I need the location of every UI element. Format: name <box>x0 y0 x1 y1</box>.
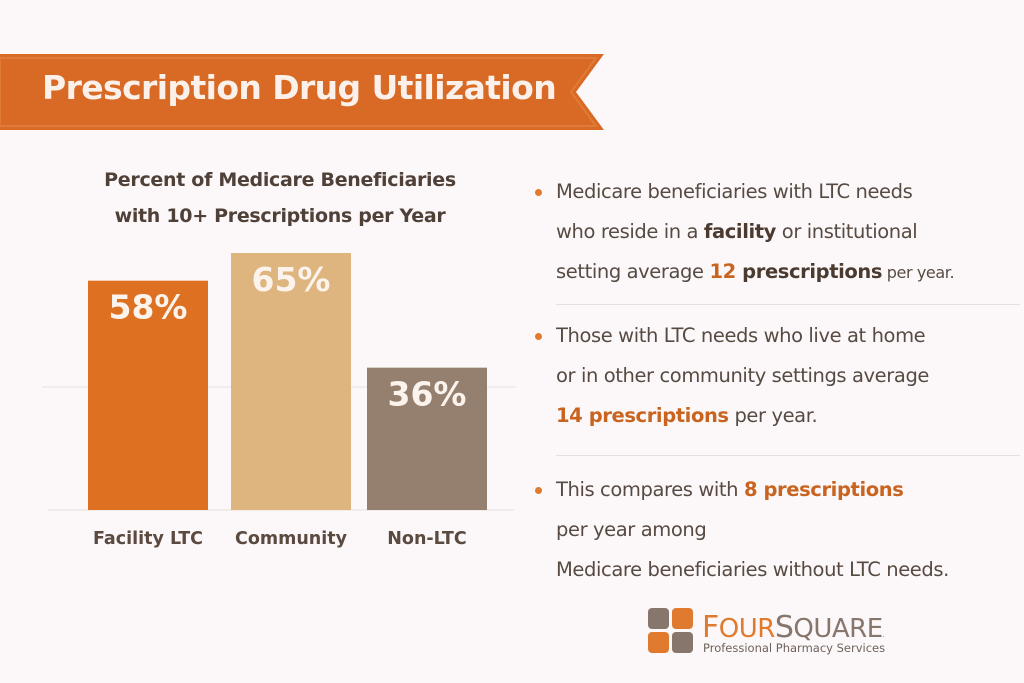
page-title: Prescription Drug Utilization <box>42 68 557 107</box>
data-label: 36% <box>388 375 467 414</box>
emphasis-prescriptions: 8 prescriptions <box>743 478 904 501</box>
divider <box>556 455 1020 456</box>
bullet-item-non-ltc: This compares with 8 prescriptions per y… <box>530 470 1020 590</box>
title-banner: Prescription Drug Utilization <box>0 54 606 130</box>
chart-title-line-2: with 10+ Prescriptions per Year <box>114 205 446 227</box>
bar-non-ltc <box>367 367 487 510</box>
emphasis-number: 12 <box>709 260 736 283</box>
data-label: 58% <box>109 288 188 327</box>
text: OUR <box>718 614 776 644</box>
bar-facility-ltc <box>88 280 208 510</box>
text: per year. <box>728 404 818 427</box>
emphasis-prescriptions: 14 prescriptions <box>556 404 729 427</box>
text: This compares with <box>556 478 744 501</box>
bullet-line: Medicare beneficiaries with LTC needs <box>556 180 913 203</box>
chart-title: Percent of Medicare Beneficiaries with 1… <box>40 162 520 234</box>
bullet-item-facility: Medicare beneficiaries with LTC needs wh… <box>530 172 1020 293</box>
banner-ribbon <box>0 54 604 130</box>
bullet-line: Medicare beneficiaries without LTC needs… <box>556 558 949 581</box>
text: setting average <box>556 260 710 283</box>
bullet-line: setting average 12 prescriptions per yea… <box>556 252 1020 293</box>
text: who reside in a <box>556 220 704 243</box>
text: per year. <box>882 263 955 282</box>
text: S <box>774 610 794 645</box>
bar-community <box>231 253 351 510</box>
bullet-dot-icon <box>535 189 542 196</box>
bullet-line: per year among <box>556 518 707 541</box>
logo-tagline: Professional Pharmacy Services <box>703 641 886 655</box>
bullet-line: who reside in a facility or institutiona… <box>556 212 1020 252</box>
emphasis-facility: facility <box>703 220 776 243</box>
x-tick-label: Facility LTC <box>93 529 203 549</box>
bullet-dot-icon <box>535 487 542 494</box>
data-label: 65% <box>252 260 331 299</box>
x-tick-label: Non-LTC <box>387 529 466 549</box>
bullet-dot-icon <box>535 333 542 340</box>
text: F <box>702 610 719 645</box>
bullet-line: or in other community settings average <box>556 364 930 387</box>
bullet-line: This compares with 8 prescriptions <box>556 470 1020 510</box>
divider <box>556 304 1020 305</box>
text: QUARE <box>793 614 883 644</box>
bullet-line: Those with LTC needs who live at home <box>556 324 926 347</box>
text: or institutional <box>776 220 918 243</box>
chart-title-line-1: Percent of Medicare Beneficiaries <box>104 169 456 191</box>
bullet-item-community: Those with LTC needs who live at home or… <box>530 316 1020 436</box>
foursquare-logo: FOURSQUARE. Professional Pharmacy Servic… <box>648 608 918 658</box>
bar-chart: 58% Facility LTC 65% Community 36% Non-LTC <box>42 253 516 549</box>
x-tick-label: Community <box>235 529 348 549</box>
bullet-line: 14 prescriptions per year. <box>556 396 1020 436</box>
four-squares-icon <box>648 608 694 654</box>
text: . <box>882 631 885 639</box>
emphasis-prescriptions: prescriptions <box>735 260 883 283</box>
logo-wordmark: FOURSQUARE. <box>702 610 885 645</box>
